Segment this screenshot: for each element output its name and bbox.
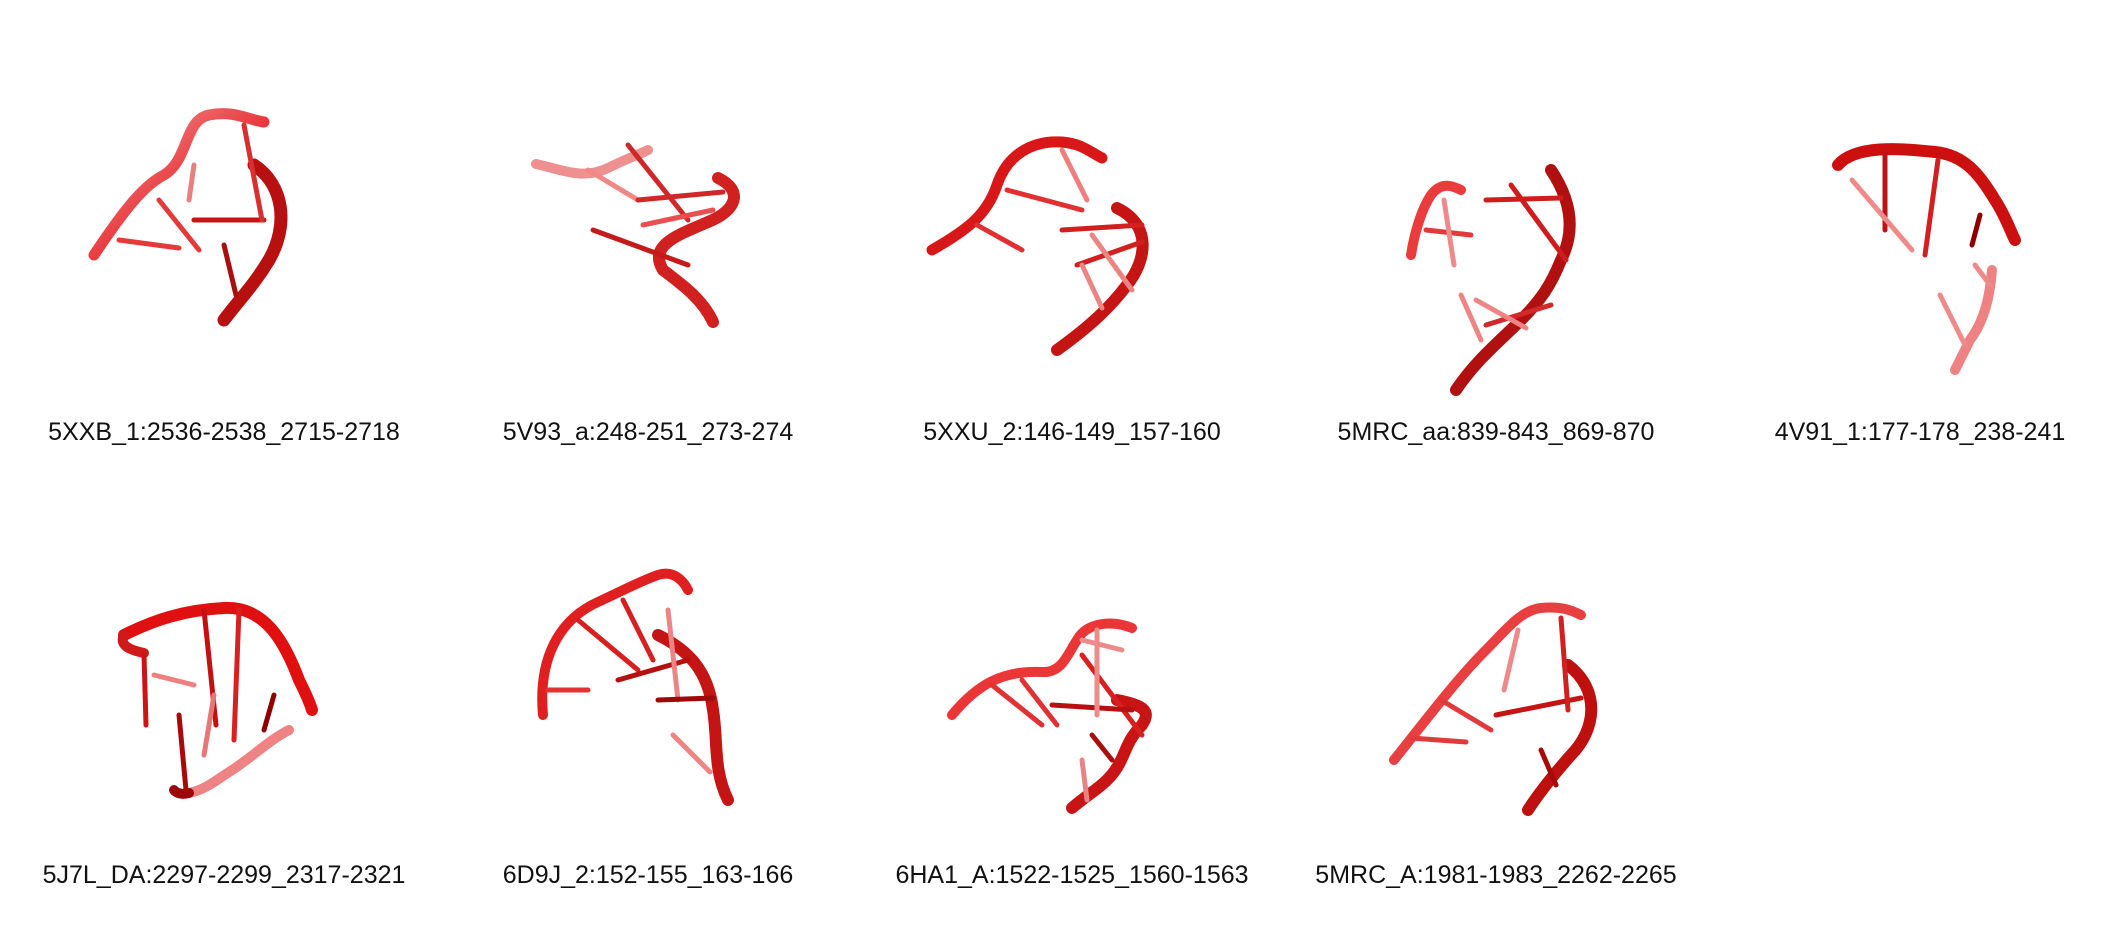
rna-structure-image [117, 601, 318, 799]
structure-card: 5XXU_2:146-149_157-160 [860, 0, 1284, 470]
structure-card: 5MRC_A:1981-1983_2262-2265 [1284, 450, 1708, 920]
structure-label: 5MRC_aa:839-843_869-870 [1337, 418, 1655, 446]
structure-label: 5XXB_1:2536-2538_2715-2718 [48, 418, 400, 446]
rna-structure-image [537, 568, 734, 806]
structure-card: 5MRC_aa:839-843_869-870 [1284, 0, 1708, 470]
structure-card: 6D9J_2:152-155_163-166 [436, 450, 860, 920]
rna-structure-image [88, 108, 288, 327]
rna-structure-image [926, 136, 1149, 356]
rna-structure-image [1832, 143, 2021, 375]
rna-structure-image [1389, 602, 1598, 816]
structure-card: 5J7L_DA:2297-2299_2317-2321 [12, 450, 436, 920]
structure-label: 6D9J_2:152-155_163-166 [502, 861, 794, 889]
rna-structure-image [1406, 164, 1576, 396]
structure-label: 5J7L_DA:2297-2299_2317-2321 [42, 861, 406, 889]
structure-card: 5XXB_1:2536-2538_2715-2718 [12, 0, 436, 470]
rna-structure-image [531, 142, 740, 328]
structure-label: 6HA1_A:1522-1525_1560-1563 [895, 861, 1249, 889]
structure-card: 6HA1_A:1522-1525_1560-1563 [860, 450, 1284, 920]
structure-label: 5V93_a:248-251_273-274 [502, 418, 794, 446]
structure-label: 5XXU_2:146-149_157-160 [923, 418, 1221, 446]
structure-label: 5MRC_A:1981-1983_2262-2265 [1315, 861, 1677, 889]
structure-card: 5V93_a:248-251_273-274 [436, 0, 860, 470]
structure-label: 4V91_1:177-178_238-241 [1774, 418, 2066, 446]
structure-card: 4V91_1:177-178_238-241 [1708, 0, 2120, 470]
rna-structure-image [947, 618, 1152, 814]
